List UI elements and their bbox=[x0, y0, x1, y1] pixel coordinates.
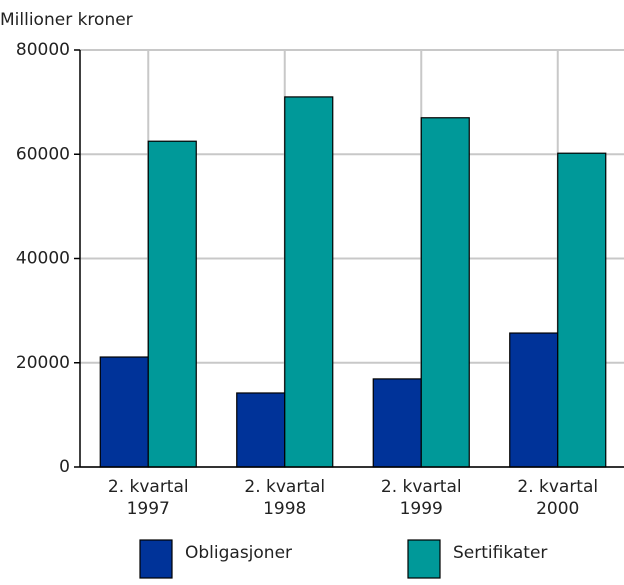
legend-swatch bbox=[139, 539, 173, 579]
y-tick-label: 80000 bbox=[16, 40, 70, 60]
legend-label: Obligasjoner bbox=[185, 543, 292, 563]
y-tick-label: 40000 bbox=[16, 249, 70, 269]
y-tick-label: 60000 bbox=[16, 144, 70, 164]
bar bbox=[557, 152, 607, 468]
x-tick-label: 2. kvartal 1999 bbox=[381, 477, 462, 519]
x-tick-label-line: 2. kvartal bbox=[381, 477, 462, 497]
x-tick-label-line: 2000 bbox=[536, 499, 579, 519]
x-tick-label-line: 1999 bbox=[400, 499, 443, 519]
bar bbox=[99, 356, 149, 468]
bar bbox=[147, 140, 197, 468]
x-tick-label: 2. kvartal 2000 bbox=[517, 477, 598, 519]
legend-label: Sertifikater bbox=[453, 543, 547, 563]
bar bbox=[509, 332, 559, 468]
x-tick-label-line: 2. kvartal bbox=[244, 477, 325, 497]
y-axis-label: Millioner kroner bbox=[0, 10, 133, 30]
bar bbox=[420, 117, 470, 468]
bar bbox=[236, 392, 286, 468]
y-tick-label: 0 bbox=[59, 457, 70, 477]
y-tick-label: 20000 bbox=[16, 353, 70, 373]
x-tick-label: 2. kvartal 1997 bbox=[108, 477, 189, 519]
x-tick-label: 2. kvartal 1998 bbox=[244, 477, 325, 519]
bar bbox=[372, 378, 422, 468]
x-tick-label-line: 2. kvartal bbox=[108, 477, 189, 497]
legend-swatch bbox=[407, 539, 441, 579]
x-tick-label-line: 1997 bbox=[127, 499, 170, 519]
x-tick-label-line: 2. kvartal bbox=[517, 477, 598, 497]
bar bbox=[284, 96, 334, 468]
x-tick-label-line: 1998 bbox=[263, 499, 306, 519]
